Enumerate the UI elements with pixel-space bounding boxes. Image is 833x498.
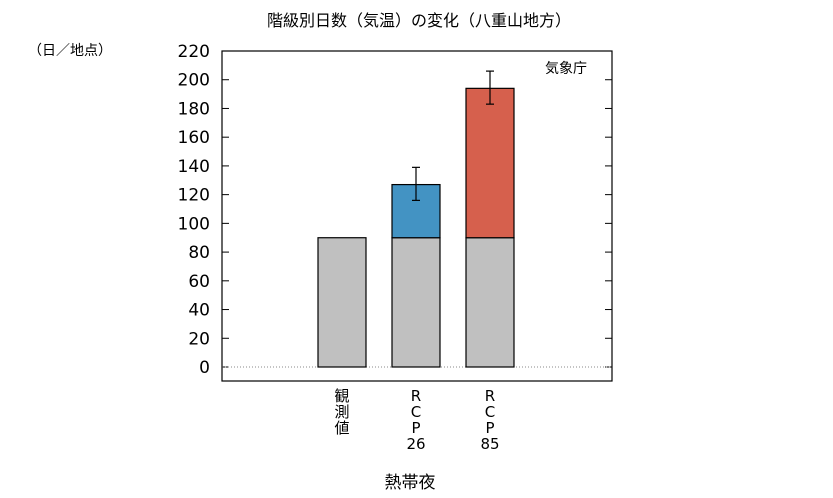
bar-segment xyxy=(465,237,515,368)
y-tick-label: 40 xyxy=(188,301,210,321)
x-category-label: 値 xyxy=(334,419,349,437)
x-category-label: C xyxy=(411,403,421,421)
y-tick-label: 20 xyxy=(188,329,210,349)
y-tick-label: 0 xyxy=(199,358,210,378)
x-axis-label: 熱帯夜 xyxy=(385,473,436,493)
y-tick-label: 80 xyxy=(188,243,210,263)
y-tick-label: 220 xyxy=(178,42,210,62)
error-bars xyxy=(412,70,494,201)
x-category-label: R xyxy=(411,387,421,405)
bars xyxy=(317,87,515,368)
x-category-label: 85 xyxy=(480,435,499,453)
bar-segment xyxy=(465,87,515,239)
chart-title: 階級別日数（気温）の変化（八重山地方） xyxy=(267,11,571,30)
y-axis: 0 20 40 60 80 100 120 140 160 180 200 220 xyxy=(178,42,612,378)
x-category-label: C xyxy=(485,403,495,421)
y-tick-label: 120 xyxy=(178,186,210,206)
y-tick-label: 140 xyxy=(178,157,210,177)
y-tick-label: 60 xyxy=(188,272,210,292)
bar-segment xyxy=(391,237,441,368)
unit-label: （日／地点） xyxy=(28,43,112,59)
x-category-label: R xyxy=(485,387,495,405)
y-tick-label: 100 xyxy=(178,214,210,234)
plot-frame xyxy=(221,50,613,382)
y-tick-label: 160 xyxy=(178,128,210,148)
source-label: 気象庁 xyxy=(545,61,587,77)
bar-segment xyxy=(317,237,367,368)
x-category-label: 観 xyxy=(334,387,349,405)
y-tick-label: 200 xyxy=(178,71,210,91)
x-category-label: 26 xyxy=(406,435,425,453)
y-tick-label: 180 xyxy=(178,99,210,119)
x-category-label: P xyxy=(485,419,494,437)
x-category-label: P xyxy=(411,419,420,437)
x-category-label: 測 xyxy=(334,403,349,421)
